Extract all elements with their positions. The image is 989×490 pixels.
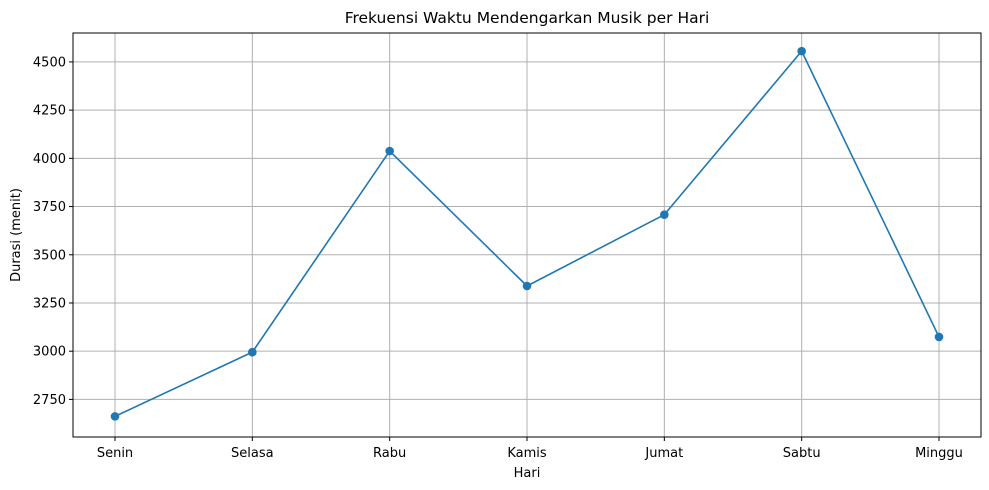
- data-point: [110, 412, 120, 421]
- data-point: [934, 332, 944, 342]
- x-axis-title: Hari: [514, 466, 541, 481]
- x-tick-label: Kamis: [507, 446, 547, 461]
- grid: [73, 33, 981, 437]
- y-axis-title: Durasi (menit): [9, 188, 24, 282]
- data-point: [522, 281, 532, 291]
- y-tick-label: 2750: [33, 393, 66, 408]
- y-tick-label: 3250: [33, 296, 66, 311]
- x-tick-label: Rabu: [373, 446, 406, 461]
- y-tick-label: 4250: [33, 104, 66, 119]
- y-tick-label: 3000: [33, 345, 66, 360]
- x-axis: Senin Selasa Rabu Kamis Jumat Sabtu Minggu: [97, 437, 963, 461]
- x-tick-label: Sabtu: [783, 446, 821, 461]
- x-tick-label: Jumat: [644, 446, 683, 461]
- data-point: [385, 146, 394, 156]
- y-tick-label: 4000: [33, 152, 66, 167]
- x-tick-label: Minggu: [915, 446, 963, 461]
- x-tick-label: Senin: [97, 446, 133, 461]
- y-tick-label: 3750: [33, 200, 66, 215]
- data-point: [797, 46, 806, 56]
- y-tick-label: 3500: [33, 248, 66, 263]
- data-point: [660, 210, 669, 219]
- data-point: [248, 347, 257, 357]
- y-axis: 2750 3000 3250 3500 3750 4000 4250 4500: [33, 55, 73, 408]
- x-tick-label: Selasa: [231, 446, 274, 461]
- y-tick-label: 4500: [33, 55, 66, 70]
- series-layer: [110, 46, 944, 421]
- chart-title: Frekuensi Waktu Mendengarkan Musik per H…: [345, 9, 710, 27]
